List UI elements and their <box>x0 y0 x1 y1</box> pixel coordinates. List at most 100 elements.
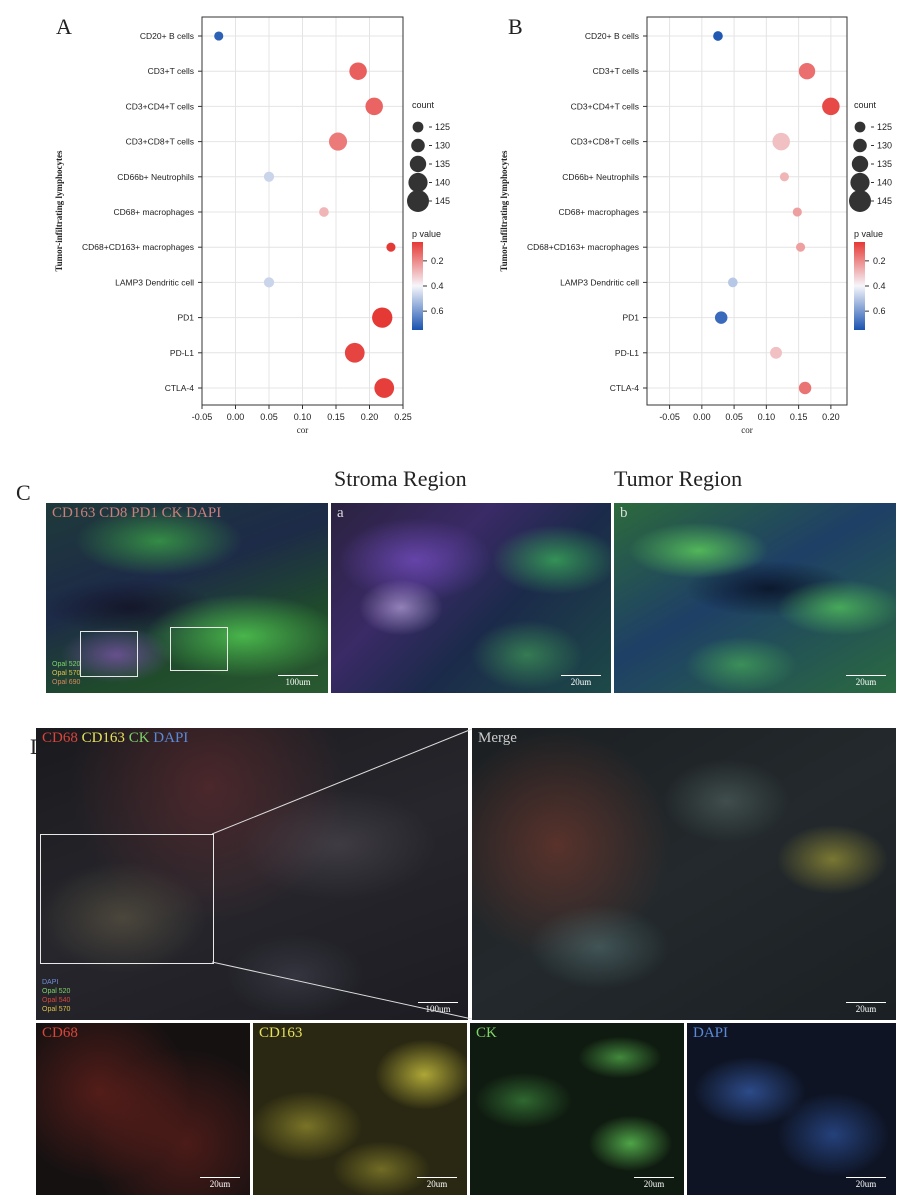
chart-b-category-label: CD3+T cells <box>593 66 639 76</box>
chart-a-xlabel: cor <box>297 425 309 435</box>
chart-b-category-label: CD3+CD4+T cells <box>571 101 639 111</box>
chart-b-xlabel: cor <box>741 425 753 435</box>
chart-a-category-label: CD3+CD4+T cells <box>126 101 194 111</box>
chart-b-category-label: LAMP3 Dendritic cell <box>560 277 639 287</box>
chart-a-xtick-label: 0.05 <box>260 412 278 422</box>
c-tumor-scale: 20um <box>846 675 886 687</box>
panel-letter-c: C <box>16 480 31 505</box>
d-dapi-label: DAPI <box>693 1025 729 1041</box>
chart-b-point <box>713 31 723 41</box>
chart-b-ylabel: Tumor-infiltrating lymphocytes <box>499 150 509 272</box>
chart-b-count-legend-label: 140 <box>877 178 892 188</box>
stroma-roi-box <box>80 631 138 677</box>
d-cd163-image: CD163 20um <box>253 1023 467 1195</box>
d-merge-image: Merge 20um <box>472 728 896 1020</box>
chart-a-category-label: CD3+CD8+T cells <box>126 137 194 147</box>
d-cd163-label: CD163 <box>259 1025 303 1041</box>
chart-a-count-legend-label: 140 <box>435 178 450 188</box>
chart-a-point <box>349 62 367 80</box>
chart-b-point <box>772 132 790 151</box>
chart-a-frame <box>201 16 404 406</box>
chart-a-xtick-label: 0.20 <box>361 412 379 422</box>
chart-b-count-legend-dot <box>850 172 870 193</box>
chart-b-xtick-label: -0.05 <box>659 412 680 422</box>
chart-b-count-legend-title: count <box>854 100 877 110</box>
chart-a-category-label: LAMP3 Dendritic cell <box>115 277 194 287</box>
panel-letter-a: A <box>56 14 72 39</box>
chart-a-xtick-label: 0.25 <box>394 412 412 422</box>
chart-a-count-legend-label: 135 <box>435 159 450 169</box>
chart-a-ylabel: Tumor-infiltrating lymphocytes <box>54 150 64 272</box>
c-channel-key: Opal 520 Opal 570 Opal 690 <box>52 661 81 686</box>
d-ck-label: CK <box>476 1025 497 1041</box>
correlation-charts: -0.05 0.00 0.05 0.10 0.15 0.20 0.25 CD20+ B cel… <box>54 16 892 435</box>
chart-a-point <box>263 171 275 182</box>
d-cd68-image: CD68 20um <box>36 1023 250 1195</box>
chart-b-point <box>798 62 816 80</box>
chart-a-point <box>372 307 393 328</box>
chart-a-p-legend-label: 0.2 <box>431 256 444 266</box>
d-roi-box <box>40 834 214 964</box>
d-cd68-label: CD68 <box>42 1025 78 1041</box>
chart-b-category-label: CD66b+ Neutrophils <box>562 172 639 182</box>
chart-a-xtick-label: 0.10 <box>294 412 312 422</box>
chart-b-count-legend-dot <box>849 190 871 212</box>
chart-a-xtick-label: -0.05 <box>192 412 213 422</box>
c-stroma-scale: 20um <box>561 675 601 687</box>
chart-b-xtick-label: 0.05 <box>725 412 743 422</box>
chart-b-point <box>795 242 806 252</box>
chart-a-category-label: CD3+T cells <box>148 66 194 76</box>
c-stroma-label: a <box>337 505 344 521</box>
chart-a-point <box>365 97 383 116</box>
chart-a-point <box>319 207 329 217</box>
chart-a-point <box>344 342 365 363</box>
chart-b-category-label: CTLA-4 <box>610 383 640 393</box>
chart-b-count-legend-label: 125 <box>877 122 892 132</box>
d-overview-scale: 100um <box>418 1002 458 1014</box>
chart-b-point <box>770 346 782 359</box>
chart-b-p-colorbar <box>854 242 865 330</box>
chart-b-p-legend-label: 0.4 <box>873 281 886 291</box>
d-overview-image: CD68 CD163 CK DAPI DAPI Opal 520 Opal 54… <box>36 728 468 1020</box>
chart-b-point <box>792 207 802 217</box>
chart-b-count-legend-label: 135 <box>877 159 892 169</box>
d-cd163-scale: 20um <box>417 1177 457 1189</box>
chart-a-point <box>386 242 396 252</box>
chart-a-p-legend-label: 0.6 <box>431 306 444 316</box>
c-stroma-image: a 20um <box>331 503 611 693</box>
chart-a-xtick-label: 0.15 <box>327 412 345 422</box>
d-dapi-image: DAPI 20um <box>687 1023 896 1195</box>
chart-a-category-label: CD66b+ Neutrophils <box>117 172 194 182</box>
c-overview-image: CD163 CD8 PD1 CK DAPI Opal 520 Opal 570 … <box>46 503 328 693</box>
d-cd68-scale: 20um <box>200 1177 240 1189</box>
chart-b-category-label: PD1 <box>622 313 639 323</box>
panel-letter-b: B <box>508 14 523 39</box>
chart-b-xtick-label: 0.20 <box>822 412 840 422</box>
c-overview-label: CD163 CD8 PD1 CK DAPI <box>52 505 222 521</box>
chart-a-count-legend-dot <box>409 155 427 173</box>
d-ck-image: CK 20um <box>470 1023 684 1195</box>
d-channel-key: DAPI Opal 520 Opal 540 Opal 570 <box>42 979 71 1013</box>
chart-b-point <box>798 381 812 395</box>
chart-a-category-label: CD68+ macrophages <box>113 207 194 217</box>
d-merge-scale: 20um <box>846 1002 886 1014</box>
chart-b-count-legend-dot <box>854 121 866 133</box>
chart-a-xtick-label: 0.00 <box>227 412 245 422</box>
chart-b-point <box>727 277 738 288</box>
chart-b-xtick-label: 0.10 <box>758 412 776 422</box>
chart-b-point <box>822 97 840 116</box>
chart-a-count-legend-title: count <box>412 100 435 110</box>
chart-a-count-legend-dot <box>408 172 428 193</box>
chart-b-frame <box>646 16 848 406</box>
chart-a-point <box>263 277 275 288</box>
chart-a-point <box>214 31 224 41</box>
chart-b-p-legend-label: 0.6 <box>873 306 886 316</box>
chart-b-point <box>779 172 789 182</box>
chart-a-count-legend-dot <box>412 121 424 133</box>
chart-b-category-label: PD-L1 <box>615 348 639 358</box>
chart-b-category-label: CD68+CD163+ macrophages <box>527 242 639 252</box>
chart-b-count-legend-label: 130 <box>877 141 892 151</box>
tumor-roi-box <box>170 627 228 671</box>
chart-b-count-legend-label: 145 <box>877 196 892 206</box>
d-overview-label: CD68 CD163 CK DAPI <box>42 730 189 746</box>
